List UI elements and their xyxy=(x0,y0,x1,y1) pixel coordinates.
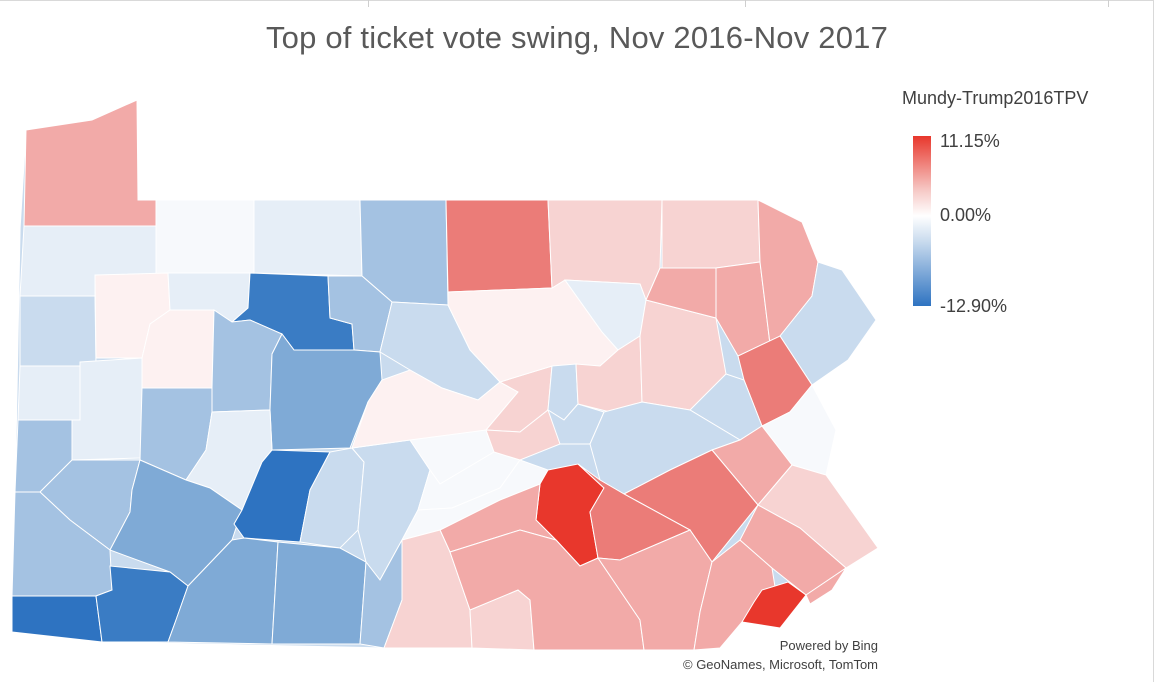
county-lawrence[interactable] xyxy=(17,365,81,421)
county-erie[interactable] xyxy=(23,99,157,227)
frame-tick xyxy=(745,0,746,7)
frame-tick xyxy=(1108,0,1109,7)
county-susquehanna[interactable] xyxy=(661,199,761,269)
county-tioga[interactable] xyxy=(445,199,553,293)
county-mckean[interactable] xyxy=(253,199,363,277)
map-title: Top of ticket vote swing, Nov 2016-Nov 2… xyxy=(265,20,889,55)
attribution-copyright: © GeoNames, Microsoft, TomTom xyxy=(683,657,878,672)
county-delaware[interactable] xyxy=(741,581,807,629)
attribution-powered-by: Powered by Bing xyxy=(779,638,878,653)
county-pike[interactable] xyxy=(779,261,877,386)
legend-min-label: -12.90% xyxy=(940,296,1008,316)
county-philadelphia[interactable] xyxy=(805,567,847,605)
legend-max-label: 11.15% xyxy=(940,131,1000,151)
frame-tick xyxy=(368,0,369,7)
county-mercer[interactable] xyxy=(19,295,97,367)
legend-mid-label: 0.00% xyxy=(940,205,992,225)
county-greene[interactable] xyxy=(11,595,103,643)
county-bedford[interactable] xyxy=(271,541,367,645)
legend-color-scale xyxy=(913,136,931,306)
county-warren[interactable] xyxy=(155,199,255,276)
county-clarion[interactable] xyxy=(141,309,215,389)
county-butler[interactable] xyxy=(71,357,143,461)
legend-title: Mundy-Trump2016TPV xyxy=(902,88,1089,108)
chart-frame-top xyxy=(0,0,1154,7)
